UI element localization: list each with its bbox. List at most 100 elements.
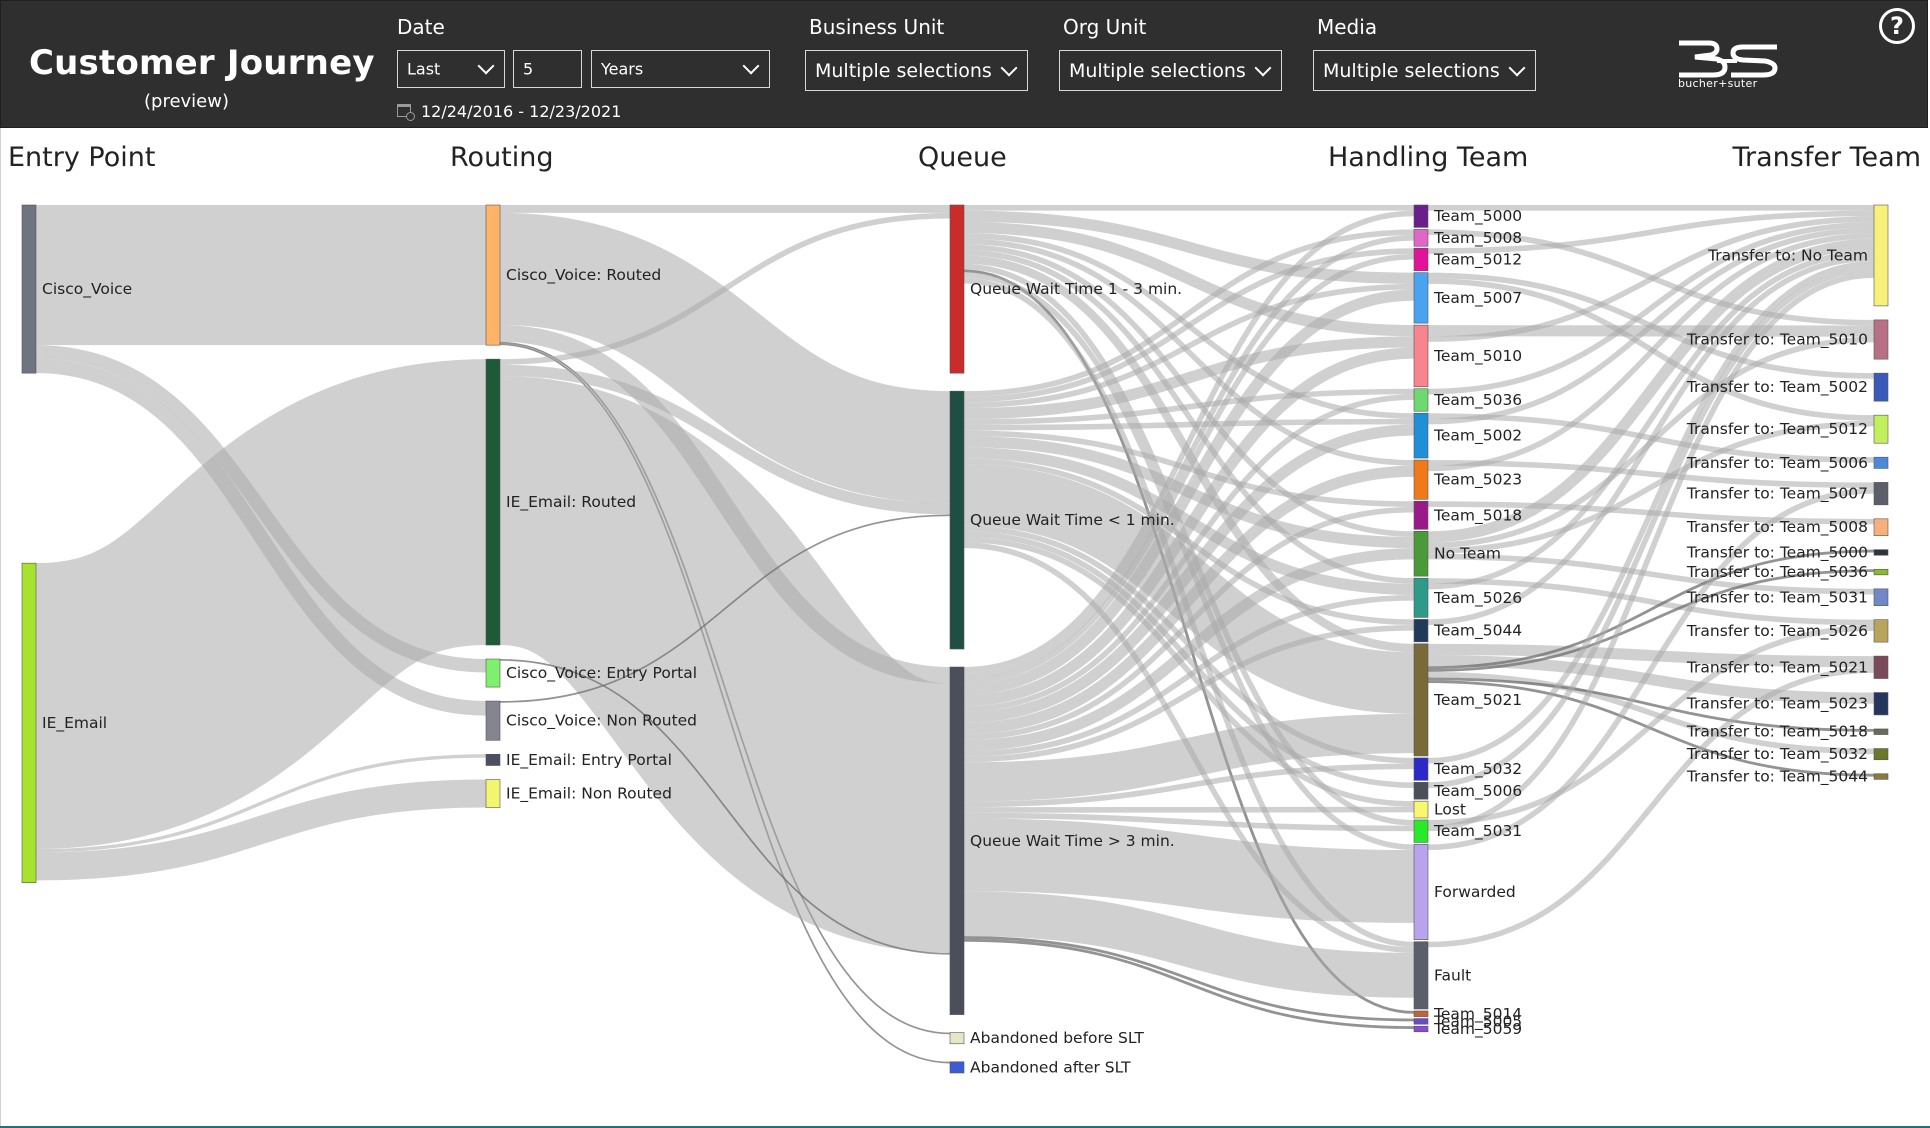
sankey-link[interactable] [1427,460,1875,489]
sankey-node-h_5000[interactable] [1413,204,1429,228]
sankey-link[interactable] [963,253,1415,684]
sankey-link[interactable] [963,221,1415,337]
sankey-link[interactable] [1427,578,1875,626]
sankey-node-q_lt1[interactable] [949,390,965,650]
sankey-link[interactable] [499,659,951,955]
sankey-link[interactable] [31,359,491,850]
sankey-link[interactable] [963,388,1415,425]
sankey-node-t_5000[interactable] [1873,549,1889,556]
sankey-link[interactable] [963,465,1415,735]
sankey-node-r_ie_portal[interactable] [485,753,501,766]
sankey-link[interactable] [499,364,951,515]
sankey-node-q_gt3[interactable] [949,666,965,1015]
sankey-node-h_5005[interactable] [1413,1018,1429,1025]
sankey-link[interactable] [963,458,1415,625]
sankey-node-h_fault[interactable] [1413,941,1429,1010]
sankey-link[interactable] [1427,625,1875,826]
sankey-link[interactable] [963,936,1415,1022]
sankey-link[interactable] [963,594,1415,757]
sankey-link[interactable] [1427,420,1875,554]
sankey-node-h_5026[interactable] [1413,577,1429,618]
sankey-node-r_ie_nonrouted[interactable] [485,779,501,808]
sankey-link[interactable] [963,424,1415,724]
sankey-link[interactable] [35,779,487,881]
sankey-link[interactable] [963,235,1415,679]
sankey-node-h_5036[interactable] [1413,388,1429,412]
sankey-link[interactable] [963,210,1415,673]
sankey-node-t_5021[interactable] [1873,655,1889,679]
sankey-node-h_5002[interactable] [1413,412,1429,459]
sankey-link[interactable] [963,763,1415,808]
sankey-node-h_5014[interactable] [1413,1010,1429,1017]
sankey-link[interactable] [963,536,1415,807]
sankey-link[interactable] [499,514,951,703]
media-dropdown[interactable]: Multiple selections [1313,50,1536,91]
sankey-link[interactable] [1427,569,1875,672]
sankey-link[interactable] [1427,553,1875,595]
sankey-node-h_5031[interactable] [1413,819,1429,843]
sankey-node-t_noteam[interactable] [1873,204,1889,307]
sankey-link[interactable] [963,812,1415,832]
sankey-link[interactable] [1427,233,1875,472]
sankey-link[interactable] [1427,238,1875,543]
sankey-link[interactable] [498,212,952,504]
sankey-link[interactable] [963,394,1415,712]
sankey-node-h_5006[interactable] [1413,782,1429,800]
org-unit-dropdown[interactable]: Multiple selections [1059,50,1282,91]
sankey-link[interactable] [963,347,1415,707]
sankey-node-h_5044[interactable] [1413,619,1429,643]
sankey-node-ie_email[interactable] [21,562,37,883]
sankey-node-q_ab_before[interactable] [949,1032,965,1045]
sankey-link[interactable] [963,625,1415,763]
sankey-link[interactable] [963,531,1415,788]
sankey-node-q_1_3[interactable] [949,204,965,374]
sankey-link[interactable] [963,891,1415,998]
sankey-node-h_5021[interactable] [1413,643,1429,757]
sankey-node-t_5032[interactable] [1873,748,1889,761]
sankey-link[interactable] [963,938,1415,1029]
sankey-link[interactable] [963,418,1415,431]
sankey-link[interactable] [1427,677,1875,732]
sankey-node-r_cv_nonrouted[interactable] [485,700,501,741]
sankey-node-h_5023[interactable] [1413,459,1429,500]
sankey-link[interactable] [963,548,1415,752]
sankey-node-t_5023[interactable] [1873,692,1889,716]
sankey-link[interactable] [499,212,951,365]
sankey-node-t_5036[interactable] [1873,568,1889,576]
sankey-node-h_lost[interactable] [1413,800,1429,819]
sankey-link[interactable] [963,713,1415,802]
sankey-node-h_5008[interactable] [1413,229,1429,247]
sankey-link[interactable] [963,464,1415,714]
business-unit-dropdown[interactable]: Multiple selections [805,50,1028,91]
sankey-link[interactable] [963,244,1415,537]
sankey-node-t_5007[interactable] [1873,482,1889,506]
sankey-link[interactable] [1427,261,1875,764]
sankey-link[interactable] [1427,216,1875,342]
sankey-node-h_5032[interactable] [1413,757,1429,781]
sankey-node-h_noteam[interactable] [1413,531,1429,577]
sankey-node-r_cv_portal[interactable] [485,658,501,688]
sankey-link[interactable] [963,818,1415,923]
sankey-link[interactable] [1427,488,1875,851]
sankey-node-cisco_voice[interactable] [21,204,37,374]
sankey-node-t_5002[interactable] [1873,372,1889,402]
sankey-node-h_forwarded[interactable] [1413,844,1429,941]
sankey-link[interactable] [493,375,957,953]
sankey-node-t_5026[interactable] [1873,619,1889,643]
sankey-node-t_5044[interactable] [1873,773,1889,780]
sankey-node-t_5031[interactable] [1873,588,1889,606]
sankey-node-t_5018[interactable] [1873,728,1889,735]
sankey-node-t_5010[interactable] [1873,319,1889,360]
sankey-node-h_5007[interactable] [1413,272,1429,324]
sankey-node-h_5059[interactable] [1413,1025,1429,1033]
sankey-link[interactable] [963,210,1415,284]
date-unit-dropdown[interactable]: Years [591,50,770,88]
sankey-link[interactable] [963,336,1415,420]
date-mode-dropdown[interactable]: Last [397,50,505,88]
sankey-node-h_5018[interactable] [1413,500,1429,530]
sankey-node-t_5006[interactable] [1873,456,1889,469]
sankey-link[interactable] [1427,221,1875,395]
sankey-link[interactable] [1427,549,1875,670]
sankey-link[interactable] [963,506,1415,740]
question-circle-icon[interactable]: ? [1879,8,1915,44]
